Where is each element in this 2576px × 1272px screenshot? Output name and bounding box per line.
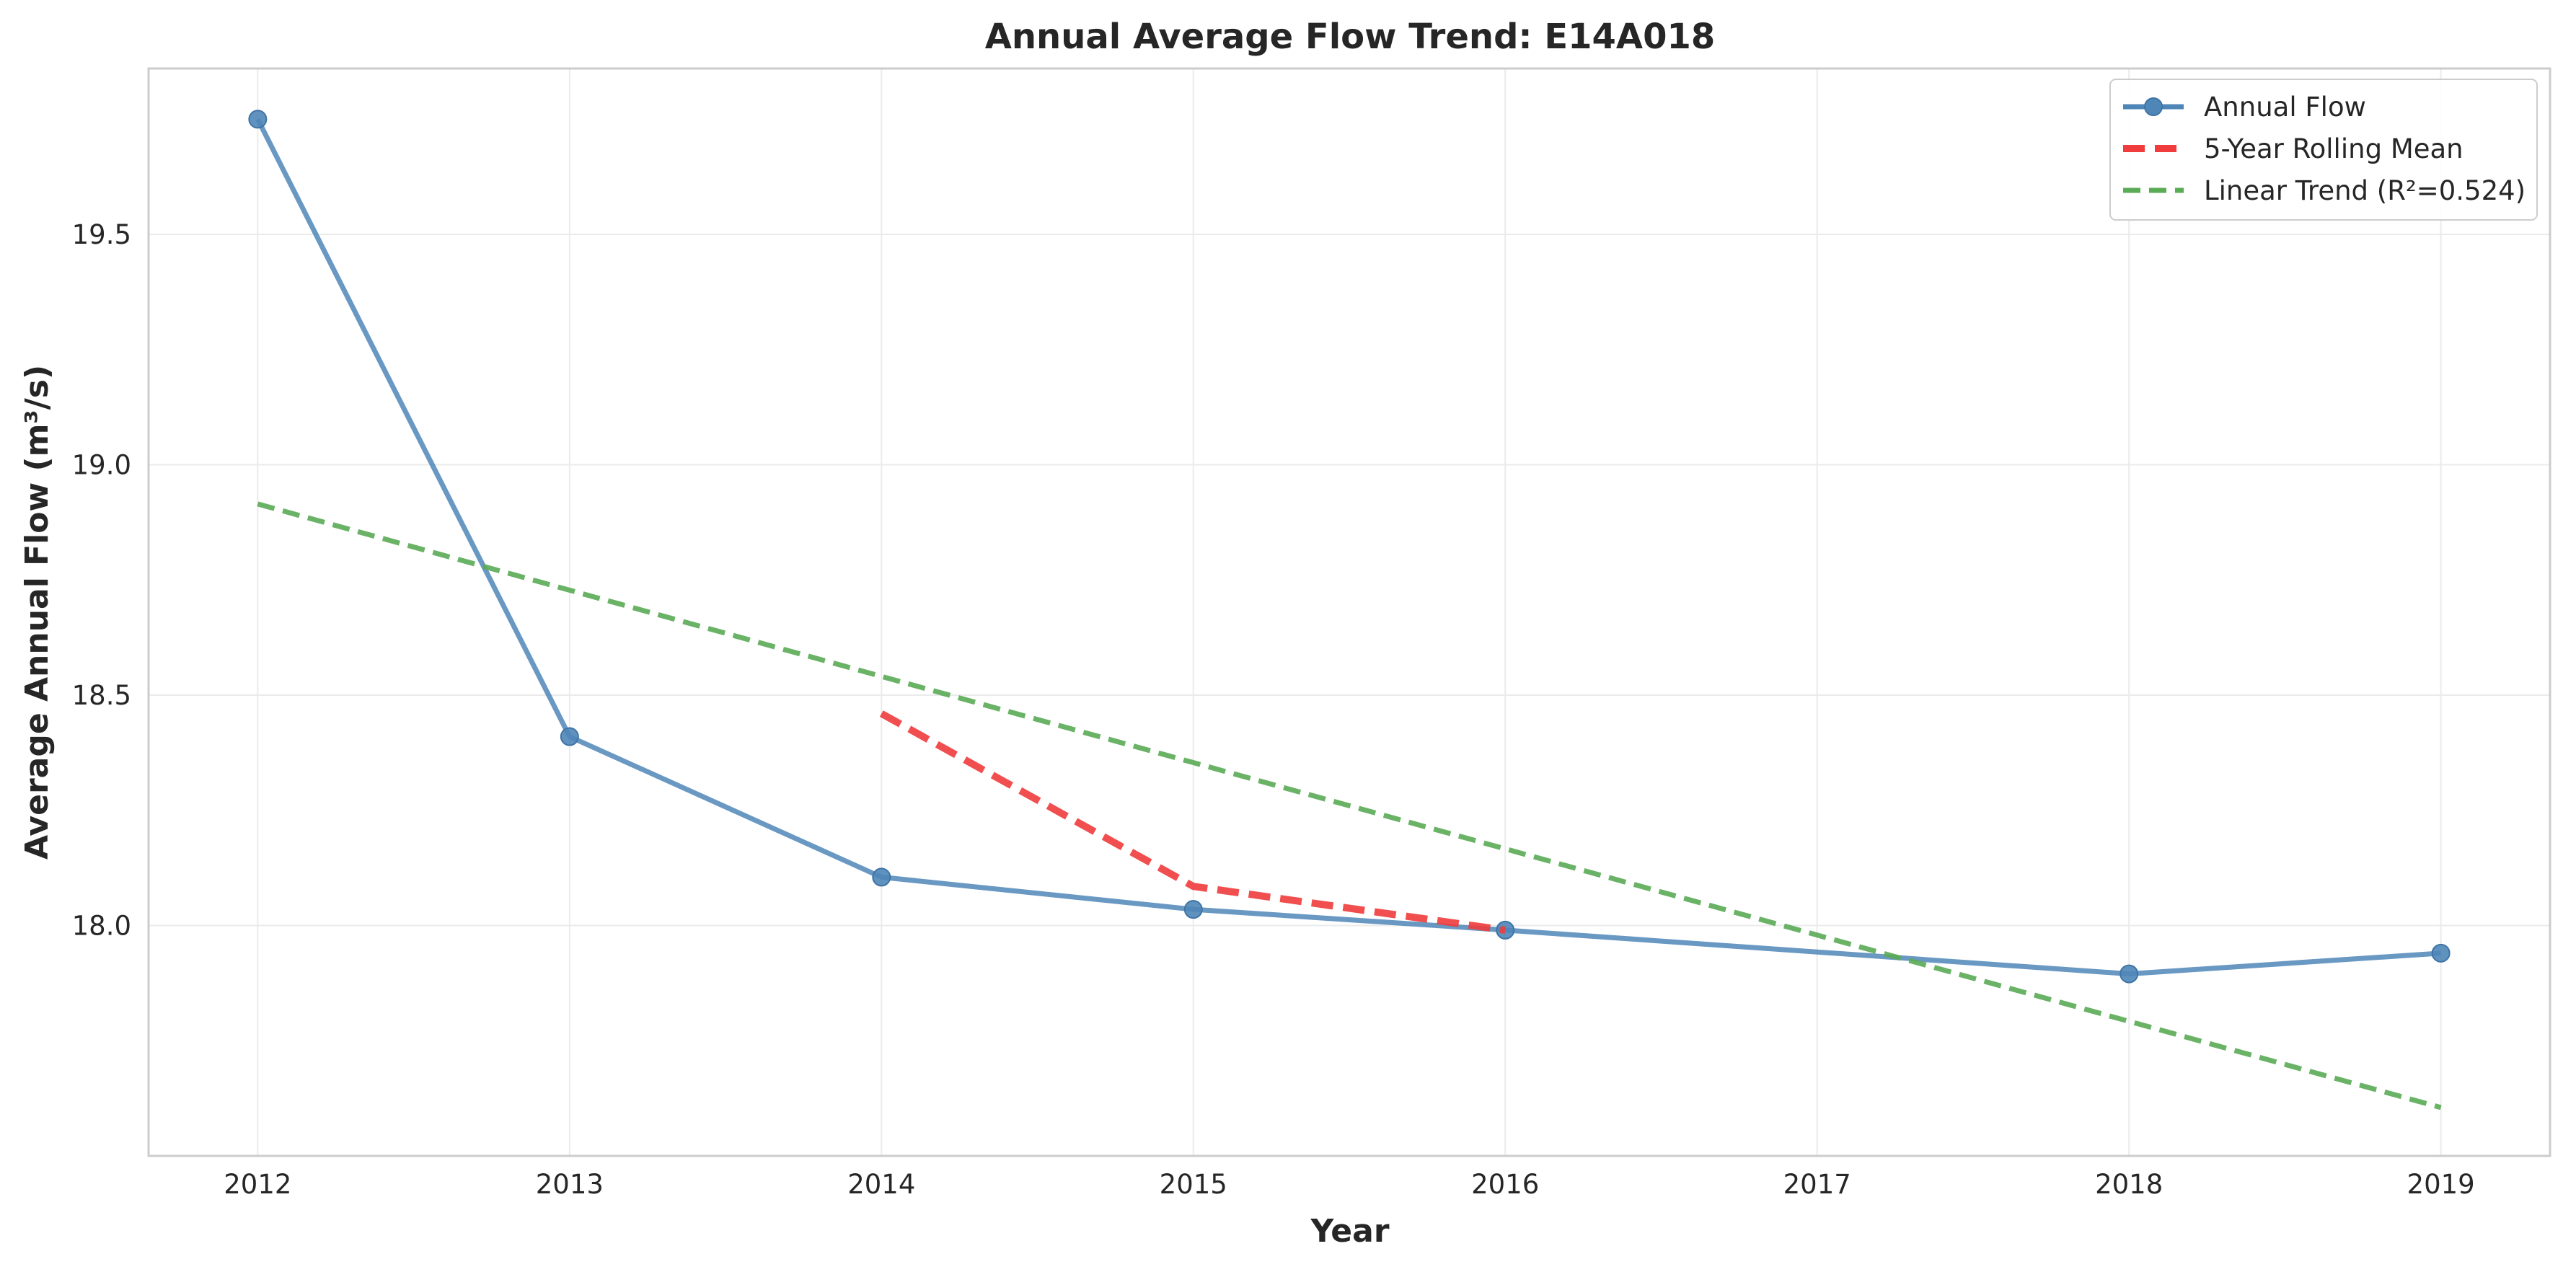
y-tick-label: 19.0 <box>72 450 131 481</box>
plot-area-frame <box>147 67 2551 1157</box>
x-tick-label: 2014 <box>847 1169 915 1200</box>
linear-trend-legend-label: Linear Trend (R²=0.524) <box>2204 175 2526 206</box>
tick-labels: 2012 2013 2014 2015 2016 2017 2018 2019 18.0 18.5… <box>72 219 2475 1200</box>
y-tick-label: 18.5 <box>72 680 131 711</box>
y-axis-label: Average Annual Flow (m³/s) <box>19 365 56 860</box>
annual-flow-point <box>248 110 268 129</box>
rolling-mean-line <box>879 710 1506 934</box>
annual-flow-line <box>255 118 2441 977</box>
rolling-mean-legend-label: 5-Year Rolling Mean <box>2204 133 2463 164</box>
x-tick-label: 2019 <box>2407 1169 2475 1200</box>
x-tick-label: 2012 <box>224 1169 291 1200</box>
chart-title: Annual Average Flow Trend: E14A018 <box>985 17 1716 57</box>
x-tick-label: 2013 <box>536 1169 604 1200</box>
y-tick-label: 18.0 <box>72 911 131 942</box>
annual-flow-legend-marker <box>2144 97 2163 116</box>
y-tick-label: 19.5 <box>72 219 131 250</box>
x-tick-label: 2016 <box>1471 1169 1539 1200</box>
annual-flow-legend-label: Annual Flow <box>2204 92 2366 123</box>
annual-flow-point <box>2431 943 2451 963</box>
legend: Annual Flow 5-Year Rolling Mean Linear Tre… <box>2109 79 2538 221</box>
annual-flow-point <box>560 727 579 746</box>
x-tick-label: 2018 <box>2095 1169 2163 1200</box>
legend-box <box>2109 79 2538 221</box>
annual-flow-point <box>872 867 891 887</box>
annual-flow-point <box>2120 964 2139 984</box>
x-axis-label: Year <box>1310 1213 1389 1250</box>
annual-flow-point <box>1183 900 1203 919</box>
x-tick-label: 2017 <box>1783 1169 1851 1200</box>
linear-trend-line <box>257 501 2442 1110</box>
series-layer <box>248 110 2451 1110</box>
x-tick-label: 2015 <box>1160 1169 1227 1200</box>
grid-lines <box>149 69 2550 1156</box>
